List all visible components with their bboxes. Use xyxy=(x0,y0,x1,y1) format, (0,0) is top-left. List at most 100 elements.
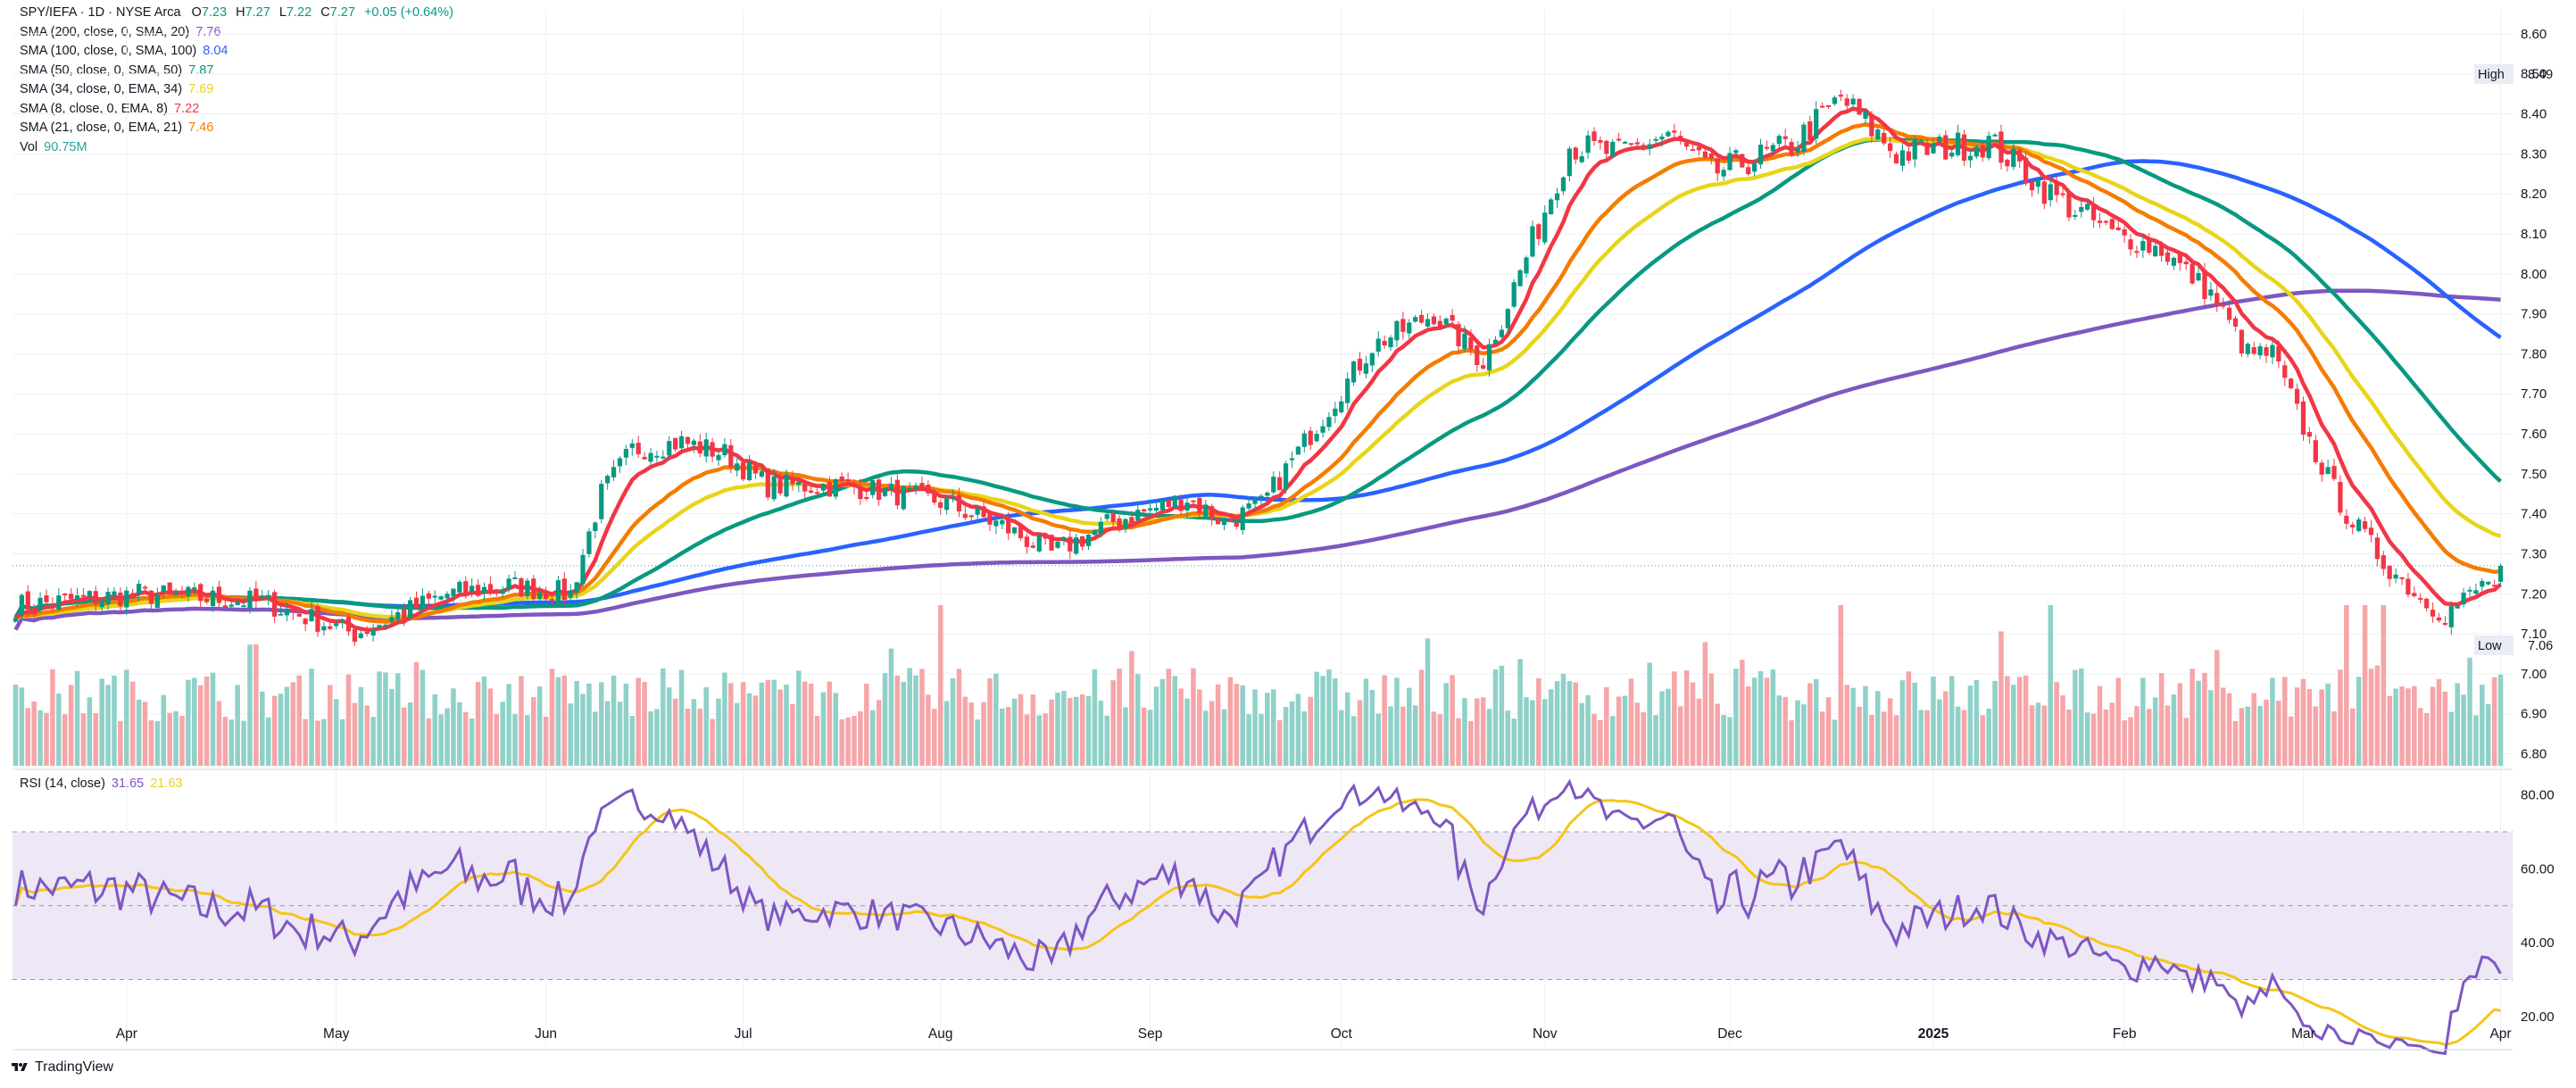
volume-bar xyxy=(1757,670,1764,766)
candle-body xyxy=(2344,515,2349,524)
candle-body xyxy=(580,554,586,585)
candle-body xyxy=(1215,518,1221,525)
candle-body xyxy=(1486,344,1492,371)
candle-body xyxy=(543,593,549,600)
candle-body xyxy=(2264,347,2269,356)
candle-body xyxy=(1598,139,1603,143)
candle-body xyxy=(1142,509,1147,511)
volume-bar xyxy=(1770,669,1776,766)
candle-body xyxy=(599,484,604,519)
volume-bar xyxy=(2023,675,2029,766)
volume-bar xyxy=(530,697,536,766)
chart-legend: SPY/IEFA · 1D · NYSE Arca O7.23 H7.27 L7… xyxy=(20,4,453,157)
volume-bar xyxy=(383,672,388,766)
candle-body xyxy=(654,455,660,458)
candle-body xyxy=(950,497,956,500)
candle-body xyxy=(2153,245,2158,257)
volume-bar xyxy=(1727,717,1733,766)
volume-bar xyxy=(1271,689,1276,766)
candle-body xyxy=(605,476,611,484)
candle-body xyxy=(1265,492,1270,496)
price-tick-label: 8.20 xyxy=(2521,187,2547,202)
candle-body xyxy=(1653,138,1658,141)
candle-body xyxy=(525,580,530,597)
candle-body xyxy=(722,444,727,456)
candle-body xyxy=(142,586,148,589)
candle-body xyxy=(1413,317,1418,322)
candle-body xyxy=(2381,555,2386,569)
candle-body xyxy=(728,444,734,468)
volume-bar xyxy=(2423,712,2430,766)
candle-body xyxy=(475,585,481,596)
volume-bar xyxy=(2202,672,2207,766)
rsi-legend[interactable]: RSI (14, close) 31.65 21.63 xyxy=(20,777,183,791)
indicator-row[interactable]: SMA (34, close, 0, EMA, 34) 7.69 xyxy=(20,80,453,100)
candle-body xyxy=(481,586,487,594)
indicator-label: SMA (8, close, 0, EMA, 8) xyxy=(20,101,168,116)
indicator-row[interactable]: SMA (100, close, 0, SMA, 100) 8.04 xyxy=(20,42,453,62)
price-tick-label: 7.60 xyxy=(2521,427,2547,442)
candle-body xyxy=(746,461,752,481)
volume-bar xyxy=(1344,692,1350,766)
candle-body xyxy=(315,606,320,632)
volume-bar xyxy=(265,717,271,766)
candle-body xyxy=(1585,135,1591,154)
volume-bar xyxy=(833,693,839,766)
rsi-value: 31.65 xyxy=(111,777,145,791)
volume-bar xyxy=(1252,689,1258,766)
candle-body xyxy=(2048,184,2053,201)
volume-bar xyxy=(105,685,111,766)
volume-bar xyxy=(1203,710,1209,766)
volume-bar xyxy=(1776,695,1782,766)
volume-bar xyxy=(44,712,49,766)
rsi-band xyxy=(12,831,2513,981)
candle-body xyxy=(2090,203,2097,220)
candle-body xyxy=(2066,193,2072,218)
volume-bar xyxy=(2276,700,2281,766)
candle-body xyxy=(2412,593,2417,596)
candle-body xyxy=(1863,111,1868,119)
price-tick-label: 8.30 xyxy=(2521,146,2547,162)
volume-bar xyxy=(975,719,980,766)
volume-bar xyxy=(1314,671,1319,766)
candle-body xyxy=(1326,417,1332,428)
volume-bar xyxy=(148,720,154,766)
indicator-row[interactable]: SMA (8, close, 0, EMA, 8) 7.22 xyxy=(20,100,453,120)
tradingview-footer[interactable]: TradingView xyxy=(11,1059,113,1076)
candle-body xyxy=(303,619,308,625)
volume-bar xyxy=(1265,693,1270,766)
volume-bar xyxy=(574,680,579,766)
indicator-row[interactable]: SMA (21, close, 0, EMA, 21) 7.46 xyxy=(20,119,453,138)
volume-bar xyxy=(968,702,975,766)
indicator-row[interactable]: SMA (200, close, 0, SMA, 20) 7.76 xyxy=(20,23,453,43)
candle-body xyxy=(445,594,450,599)
volume-bar xyxy=(1085,696,1092,766)
candle-body xyxy=(555,580,561,604)
volume-bar xyxy=(2177,683,2183,766)
volume-bar xyxy=(993,673,999,766)
candle-body xyxy=(1221,518,1227,526)
volume-bar xyxy=(820,692,827,766)
volume-bar xyxy=(2060,695,2065,766)
candle-body xyxy=(2158,245,2165,256)
candle-body xyxy=(1074,537,1079,554)
candle-body xyxy=(1252,498,1258,504)
volume-bar xyxy=(186,679,191,766)
volume-bar xyxy=(586,683,592,766)
volume-bar xyxy=(2190,669,2195,766)
indicator-row[interactable]: Vol 90.75M xyxy=(20,138,453,158)
volume-bar xyxy=(2467,657,2472,766)
candle-body xyxy=(1616,138,1622,141)
price-tick-label: 8.10 xyxy=(2521,227,2547,242)
candle-body xyxy=(1011,527,1018,534)
volume-bar xyxy=(432,693,437,766)
volume-bar xyxy=(1011,698,1018,766)
volume-bar xyxy=(2344,605,2349,766)
candle-body xyxy=(1345,378,1350,403)
candle-body xyxy=(2232,318,2239,327)
volume-bar xyxy=(1320,676,1325,766)
volume-bar xyxy=(1240,685,1245,766)
rsi-tick-label: 80.00 xyxy=(2521,788,2555,803)
candle-body xyxy=(2442,623,2447,626)
